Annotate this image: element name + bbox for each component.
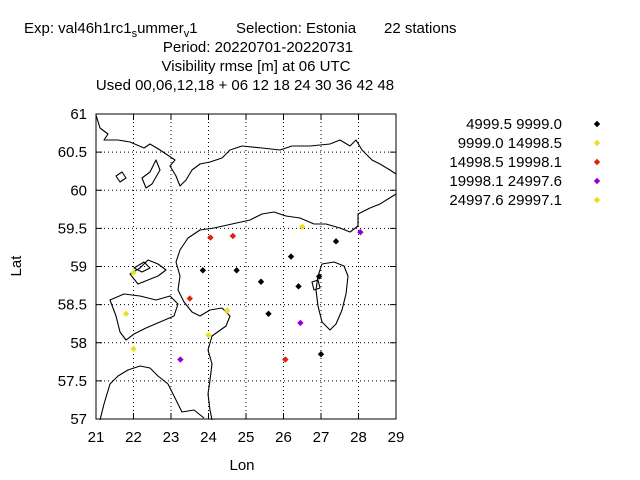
- legend-label: 9999.0 14998.5: [458, 135, 562, 152]
- legend-label: 4999.5 9999.0: [466, 116, 562, 133]
- legend-marker: [593, 158, 601, 166]
- x-tick-label: 21: [88, 429, 105, 446]
- x-tick-label: 28: [350, 429, 367, 446]
- station-point: [229, 232, 237, 240]
- coastline: [95, 114, 397, 421]
- title-line-1: Exp: val46h1rc1summerv1 Selection: Eston…: [24, 20, 457, 40]
- title-stations: 22 stations: [384, 20, 457, 37]
- station-point: [233, 267, 240, 274]
- title-sub-v: v: [184, 28, 190, 40]
- station-point: [265, 310, 272, 317]
- title-used: Used 00,06,12,18 + 06 12 18 24 30 36 42 …: [96, 77, 394, 94]
- station-point: [317, 350, 325, 358]
- x-tick-label: 26: [275, 429, 292, 446]
- station-point: [332, 238, 340, 245]
- station-point: [287, 253, 295, 260]
- x-tick-label: 29: [388, 429, 405, 446]
- station-points: [122, 223, 364, 363]
- station-point: [297, 319, 304, 327]
- y-tick-label: 60.5: [58, 144, 87, 161]
- legend-marker: [593, 177, 601, 185]
- station-point: [295, 283, 302, 290]
- y-tick-label: 59.5: [58, 220, 87, 237]
- title-period: Period: 20220701-20220731: [163, 39, 353, 56]
- legend-label: 19998.1 24997.6: [449, 173, 562, 190]
- station-point: [315, 273, 323, 280]
- station-point: [299, 223, 306, 231]
- legend-marker: [593, 139, 601, 147]
- y-axis-label: Lat: [8, 255, 25, 277]
- station-point: [130, 269, 137, 276]
- station-point: [130, 345, 137, 353]
- station-point: [282, 356, 289, 363]
- x-axis-label: Lon: [229, 457, 254, 474]
- legend-label: 14998.5 19998.1: [449, 154, 562, 171]
- y-tick-label: 60: [70, 182, 87, 199]
- x-tick-labels: 21 22 23 24 25 26 27 28 29: [88, 114, 405, 446]
- station-point: [186, 295, 193, 302]
- x-tick-label: 22: [125, 429, 142, 446]
- y-tick-label: 59: [70, 259, 87, 276]
- y-tick-label: 61: [70, 106, 87, 123]
- legend-label: 24997.6 29997.1: [449, 192, 562, 209]
- legend: 4999.5 9999.0 9999.0 14998.5 14998.5 19998…: [449, 116, 601, 209]
- station-point: [205, 331, 212, 339]
- x-tick-label: 23: [163, 429, 180, 446]
- x-tick-label: 27: [313, 429, 330, 446]
- legend-marker: [593, 196, 601, 204]
- station-point: [122, 310, 130, 317]
- title-sub-s: s: [132, 28, 138, 40]
- station-point: [357, 228, 364, 236]
- y-tick-label: 58.5: [58, 297, 87, 314]
- station-point: [257, 278, 265, 285]
- title-exp: Exp: val46h1rc1: [24, 20, 132, 37]
- station-point: [224, 307, 231, 314]
- title-exp-c: 1: [189, 20, 197, 37]
- station-point: [177, 356, 184, 363]
- title-exp-b: ummer: [137, 20, 184, 37]
- y-tick-label: 58: [70, 335, 87, 352]
- x-tick-label: 24: [200, 429, 217, 446]
- station-point: [207, 234, 214, 241]
- x-tick-label: 25: [238, 429, 255, 446]
- title-visibility: Visibility rmse [m] at 06 UTC: [162, 58, 351, 75]
- y-tick-label: 57: [70, 411, 87, 428]
- legend-marker: [593, 120, 601, 128]
- title-selection: Selection: Estonia: [236, 20, 357, 37]
- y-tick-labels: 57 57.5 58 58.5 59 59.5 60 60.5 61: [58, 106, 396, 428]
- y-tick-label: 57.5: [58, 373, 87, 390]
- station-point: [199, 267, 207, 274]
